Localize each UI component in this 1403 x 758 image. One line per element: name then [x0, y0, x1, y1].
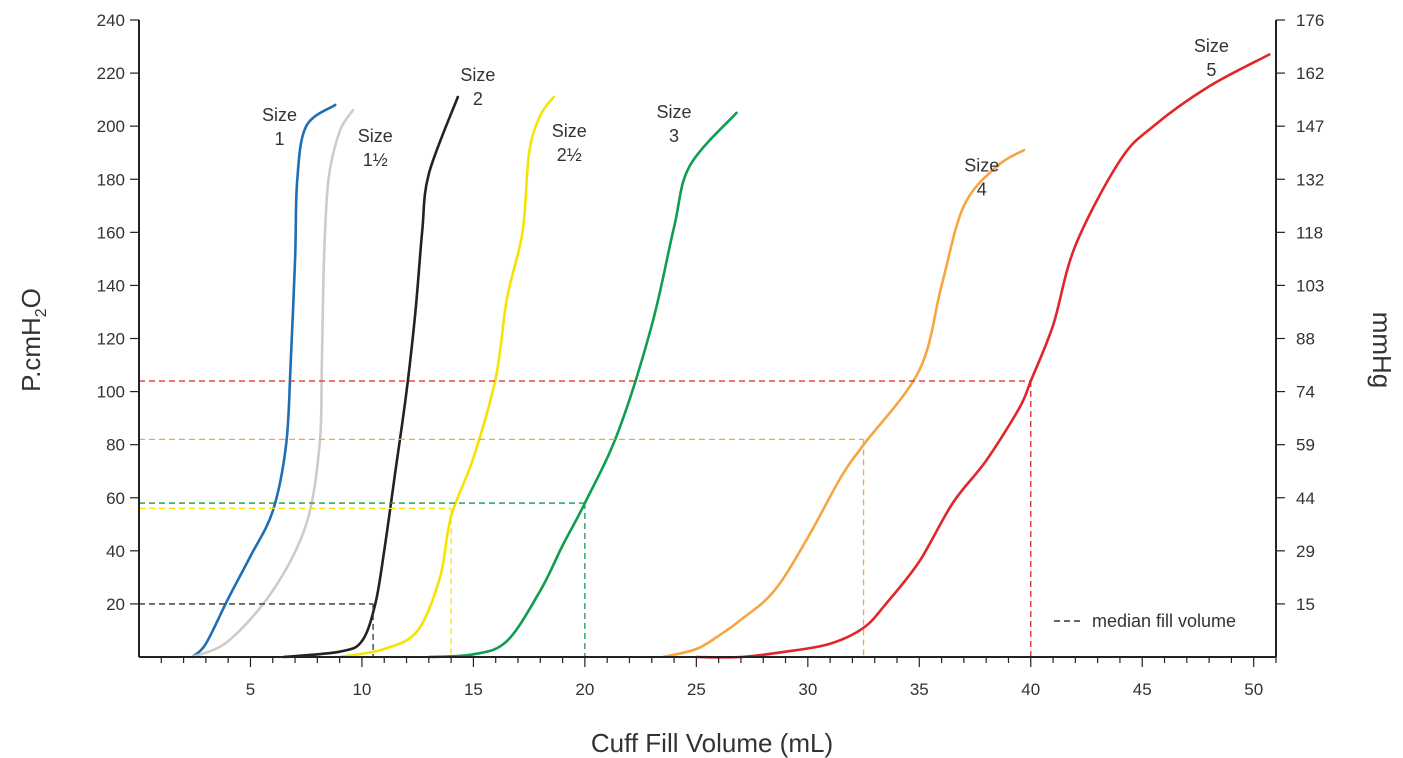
series-label-size-2-half: Size: [552, 121, 587, 141]
y-tick-label: 100: [97, 383, 125, 402]
x-tick-label: 20: [575, 680, 594, 699]
series-line-size-1-half: [191, 108, 355, 659]
y-tick-label: 160: [97, 223, 125, 242]
series-label-size-1: Size: [262, 105, 297, 125]
y2-tick-label: 59: [1296, 436, 1315, 455]
x-tick-label: 25: [687, 680, 706, 699]
series-label-size-1-half: 1½: [363, 150, 388, 170]
y2-tick-label: 29: [1296, 542, 1315, 561]
y-tick-label: 20: [106, 595, 125, 614]
y-tick-label: 140: [97, 276, 125, 295]
y-tick-label: 240: [97, 11, 125, 30]
y-axis-title: P.cmH2O: [16, 288, 50, 392]
series-label-size-5: 5: [1206, 60, 1216, 80]
y2-tick-label: 118: [1296, 223, 1323, 242]
series-label-size-2: Size: [460, 65, 495, 85]
y2-tick-label: 162: [1296, 64, 1324, 83]
series-layer: [191, 53, 1271, 659]
series-labels-layer: Size 1 Size 1½ Size 2 Size 2½ Size 3 Size 4 Size 5: [262, 36, 1229, 199]
y2-tick-label: 147: [1296, 117, 1324, 136]
series-line-size-1: [191, 103, 337, 659]
y2-tick-label: 88: [1296, 330, 1315, 349]
y2-tick-label: 103: [1296, 276, 1324, 295]
x-tick-label: 45: [1133, 680, 1152, 699]
series-label-size-3: Size: [657, 102, 692, 122]
series-line-size-2-half: [338, 95, 555, 659]
x-axis-title: Cuff Fill Volume (mL): [591, 728, 833, 758]
series-line-size-5: [695, 53, 1271, 659]
series-line-size-4: [661, 148, 1026, 659]
x-tick-label: 5: [246, 680, 255, 699]
y-tick-label: 220: [97, 64, 125, 83]
y-tick-label: 200: [97, 117, 125, 136]
series-label-size-2-half: 2½: [557, 145, 582, 165]
median-lines-layer: [139, 380, 1032, 657]
series-label-size-5: Size: [1194, 36, 1229, 56]
series-label-size-2: 2: [473, 89, 483, 109]
series-line-size-2: [282, 95, 460, 659]
y-tick-label: 60: [106, 489, 125, 508]
y-tick-label: 80: [106, 436, 125, 455]
ticks-layer: 5 10 15 20 25 30 35 40 45 50204060801001201401601…: [97, 11, 1325, 699]
y2-axis-title: mmHg: [1367, 312, 1397, 389]
x-tick-label: 10: [352, 680, 371, 699]
x-tick-label: 50: [1244, 680, 1263, 699]
y2-tick-label: 74: [1296, 383, 1315, 402]
y2-tick-label: 44: [1296, 489, 1315, 508]
x-tick-label: 15: [464, 680, 483, 699]
x-tick-label: 40: [1021, 680, 1040, 699]
x-tick-label: 30: [798, 680, 817, 699]
y2-tick-label: 132: [1296, 170, 1324, 189]
y-tick-label: 180: [97, 170, 125, 189]
series-label-size-3: 3: [669, 126, 679, 146]
series-label-size-1: 1: [274, 129, 284, 149]
series-label-size-4: Size: [964, 155, 999, 175]
series-label-size-4: 4: [977, 179, 987, 199]
y2-tick-label: 15: [1296, 595, 1315, 614]
series-label-size-1-half: Size: [358, 126, 393, 146]
y-tick-label: 40: [106, 542, 125, 561]
x-tick-label: 35: [910, 680, 929, 699]
y2-tick-label: 176: [1296, 11, 1324, 30]
y-tick-label: 120: [97, 330, 125, 349]
series-line-size-3: [427, 111, 738, 659]
legend-label: median fill volume: [1092, 611, 1236, 631]
